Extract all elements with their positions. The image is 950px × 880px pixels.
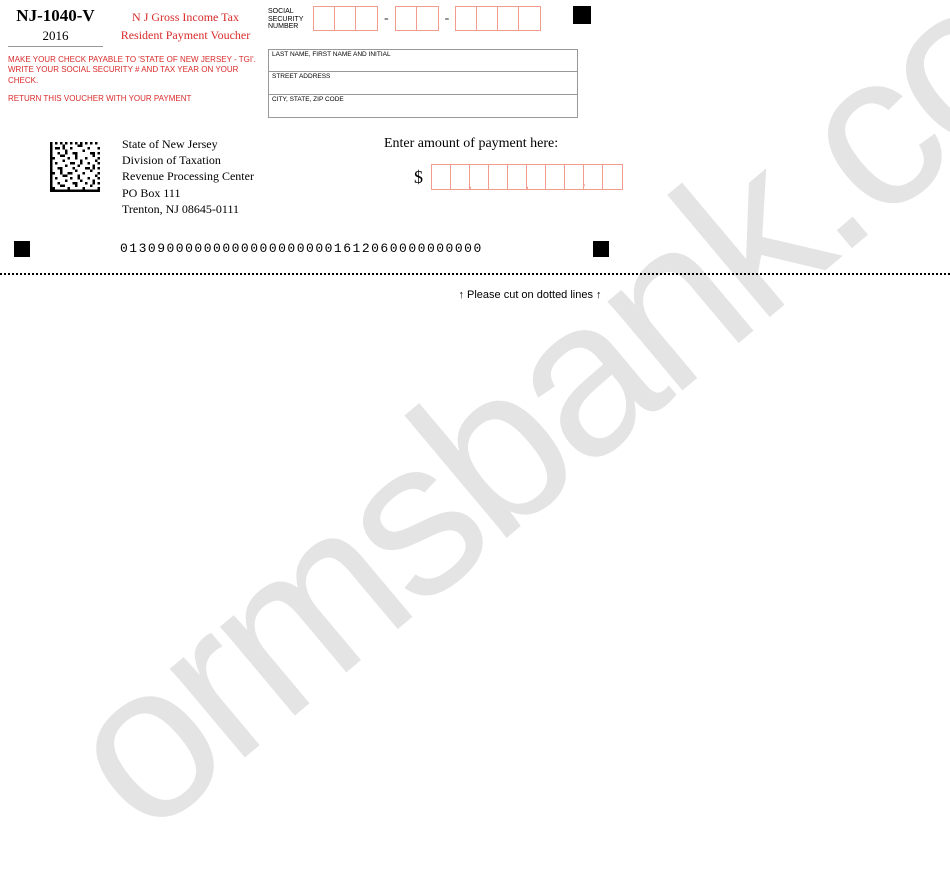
ssn-group-2[interactable] — [395, 6, 439, 31]
ssn-group-3[interactable] — [455, 6, 541, 31]
header-row: NJ-1040-V 2016 N J Gross Income Tax Resi… — [0, 0, 950, 47]
alignment-square-right — [593, 241, 609, 257]
instruction-2: RETURN THIS VOUCHER WITH YOUR PAYMENT — [8, 94, 268, 104]
ssn-boxes: - - — [313, 6, 541, 31]
ssn-label: SOCIAL SECURITY NUMBER — [268, 6, 313, 31]
voucher-content: NJ-1040-V 2016 N J Gross Income Tax Resi… — [0, 0, 950, 301]
tax-title-line1: N J Gross Income Tax — [103, 8, 268, 26]
address-line3: Revenue Processing Center — [122, 168, 254, 184]
address-fields: LAST NAME, FIRST NAME AND INITIAL STREET… — [268, 47, 578, 118]
address-line4: PO Box 111 — [122, 185, 254, 201]
datamatrix-barcode — [50, 142, 100, 192]
mailing-address: State of New Jersey Division of Taxation… — [122, 136, 254, 217]
ssn-label-2: SECURITY — [268, 16, 313, 24]
street-field-label: STREET ADDRESS — [272, 73, 574, 80]
instruction-1a: MAKE YOUR CHECK PAYABLE TO 'STATE OF NEW… — [8, 55, 268, 65]
ocr-row: 013090000000000000000001612060000000000 — [0, 241, 950, 257]
instructions-block: MAKE YOUR CHECK PAYABLE TO 'STATE OF NEW… — [8, 55, 268, 105]
payment-amount-row: $ — [414, 164, 623, 190]
form-year: 2016 — [8, 28, 103, 47]
alignment-square-left — [14, 241, 30, 257]
ssn-group-1[interactable] — [313, 6, 378, 31]
payment-block: Enter amount of payment here: $ — [384, 136, 623, 217]
instruction-1b: WRITE YOUR SOCIAL SECURITY # AND TAX YEA… — [8, 65, 268, 86]
amount-boxes[interactable] — [431, 164, 623, 190]
cut-instruction: ↑ Please cut on dotted lines ↑ — [110, 289, 950, 301]
cut-line — [0, 273, 950, 275]
alignment-square-top — [573, 6, 591, 24]
tax-title-block: N J Gross Income Tax Resident Payment Vo… — [103, 6, 268, 47]
city-field[interactable]: CITY, STATE, ZIP CODE — [268, 95, 578, 118]
payment-label: Enter amount of payment here: — [384, 136, 623, 152]
address-line1: State of New Jersey — [122, 136, 254, 152]
ssn-dash-1: - — [378, 11, 395, 27]
ssn-label-1: SOCIAL — [268, 8, 313, 16]
form-code: NJ-1040-V — [8, 6, 103, 26]
ssn-dash-2: - — [439, 11, 456, 27]
name-field[interactable]: LAST NAME, FIRST NAME AND INITIAL — [268, 49, 578, 72]
address-payment-row: State of New Jersey Division of Taxation… — [0, 136, 950, 217]
ocr-string: 013090000000000000000001612060000000000 — [120, 241, 483, 256]
tax-title-line2: Resident Payment Voucher — [103, 26, 268, 44]
form-title-block: NJ-1040-V 2016 — [8, 6, 103, 47]
name-field-label: LAST NAME, FIRST NAME AND INITIAL — [272, 51, 574, 58]
address-line5: Trenton, NJ 08645-0111 — [122, 201, 254, 217]
ssn-label-3: NUMBER — [268, 23, 313, 31]
ssn-block: SOCIAL SECURITY NUMBER - - — [268, 6, 591, 47]
street-field[interactable]: STREET ADDRESS — [268, 72, 578, 95]
city-field-label: CITY, STATE, ZIP CODE — [272, 96, 574, 103]
dollar-sign-icon: $ — [414, 167, 423, 188]
address-line2: Division of Taxation — [122, 152, 254, 168]
